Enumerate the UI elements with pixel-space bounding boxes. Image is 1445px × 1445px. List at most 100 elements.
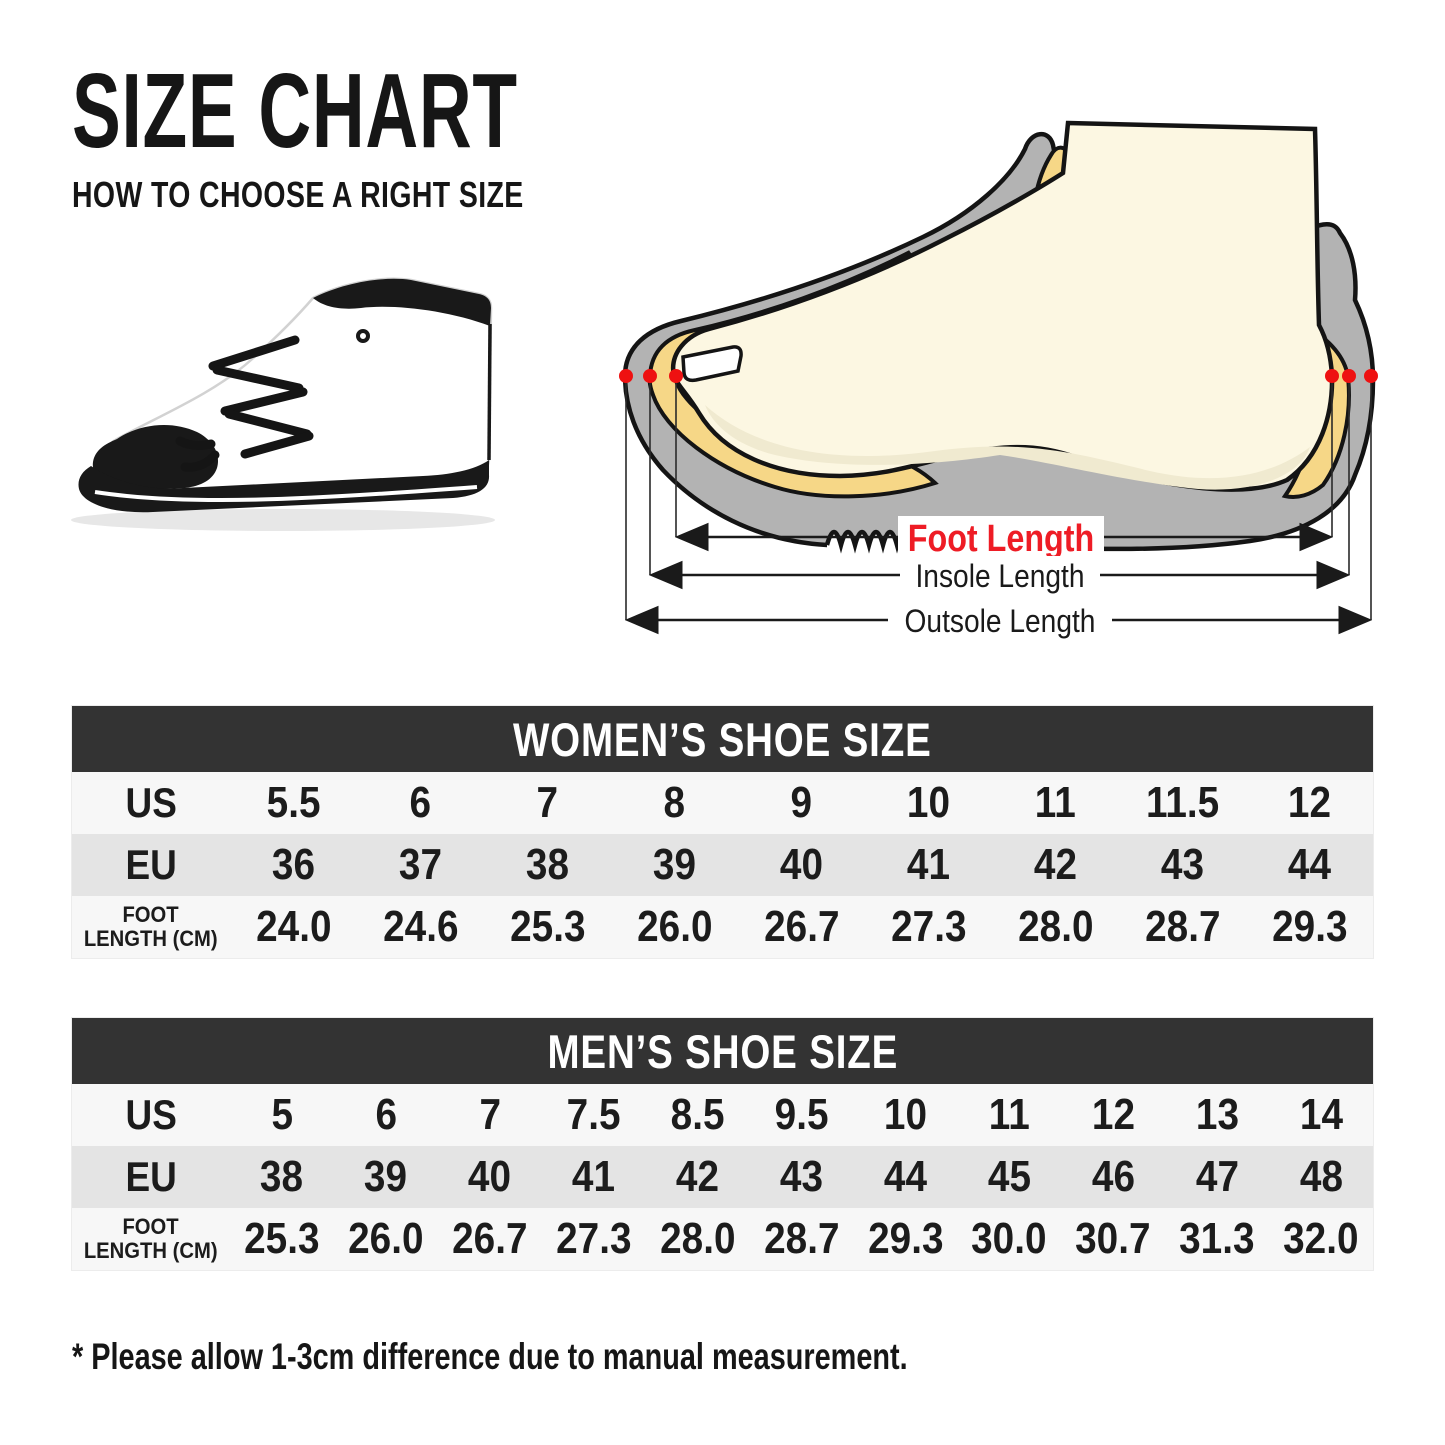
- shoe-laces: [175, 335, 314, 472]
- women-us-value: 10: [906, 778, 951, 827]
- women-row-foot-length-cm: FOOT LENGTH (CM) 24.0 24.6 25.3 26.0 26.7 27.3 2…: [72, 896, 1373, 958]
- women-eu-value: 36: [271, 840, 316, 889]
- women-us-value: 5.5: [266, 778, 321, 827]
- men-foot-length-cm-value: 28.7: [763, 1214, 840, 1263]
- marker-dots: [619, 369, 1378, 383]
- men-row-eu: EU 38 39 40 41 42 43 44 45 46 47 48: [72, 1146, 1373, 1208]
- men-foot-length-cm-value: 27.3: [555, 1214, 632, 1263]
- womens-table-title: WOMEN’S SHOE SIZE: [513, 712, 932, 766]
- women-eu-value: 39: [652, 840, 697, 889]
- women-eu-value: 44: [1287, 840, 1332, 889]
- men-foot-length-cm-value: 26.7: [452, 1214, 528, 1263]
- women-row-us: US 5.5 6 7 8 9 10 11 11.5 12: [72, 772, 1373, 834]
- guide-lines: [625, 381, 1372, 620]
- women-eu-value: 41: [906, 840, 951, 889]
- men-eu-value: 39: [364, 1152, 408, 1201]
- women-foot-length-cm-value: 26.0: [636, 902, 713, 951]
- men-us-value: 7.5: [566, 1090, 621, 1139]
- page-title: SIZE CHART: [72, 52, 518, 170]
- men-row-label-eu: EU: [125, 1153, 177, 1200]
- men-us-value: 12: [1091, 1090, 1135, 1139]
- women-foot-length-cm-value: 26.7: [763, 902, 840, 951]
- women-us-value: 11.5: [1145, 778, 1220, 827]
- women-us-value: 9: [790, 778, 813, 827]
- women-foot-length-cm-value: 24.6: [382, 902, 459, 951]
- men-foot-length-cm-value: 26.0: [348, 1214, 424, 1263]
- men-foot-length-cm-value: 32.0: [1283, 1214, 1359, 1263]
- men-eu-value: 40: [468, 1152, 512, 1201]
- shoe-collar: [313, 278, 491, 326]
- toenail: [681, 345, 743, 383]
- men-eu-value: 47: [1195, 1152, 1239, 1201]
- men-foot-length-cm-value: 30.7: [1075, 1214, 1151, 1263]
- title-block: SIZE CHART HOW TO CHOOSE A RIGHT SIZE: [72, 58, 718, 216]
- women-eu-value: 42: [1033, 840, 1078, 889]
- insole-length-label-bg: [900, 556, 1100, 594]
- foot-length-label: Foot Length: [908, 518, 1094, 560]
- women-row-label-us: US: [125, 779, 177, 826]
- mens-size-table: MEN’S SHOE SIZE US 5 6 7 7.5 8.5 9.5 10 11 12 13 14…: [72, 1018, 1373, 1270]
- shoe-heel-piping: [487, 323, 492, 461]
- women-us-value: 11: [1035, 778, 1076, 827]
- women-row-label-eu: EU: [125, 841, 177, 888]
- men-foot-length-cm-value: 31.3: [1179, 1214, 1255, 1263]
- women-eu-value: 38: [525, 840, 570, 889]
- women-us-value: 12: [1287, 778, 1332, 827]
- men-foot-length-cm-value: 30.0: [971, 1214, 1047, 1263]
- women-foot-length-cm-value: 29.3: [1271, 902, 1348, 951]
- men-foot-length-cm-value: 28.0: [659, 1214, 736, 1263]
- women-foot-length-cm-value: 25.3: [509, 902, 586, 951]
- measurement-footnote: * Please allow 1-3cm difference due to m…: [72, 1336, 908, 1377]
- men-foot-length-cm-value: 25.3: [244, 1214, 320, 1263]
- mens-table-header: MEN’S SHOE SIZE: [72, 1018, 1373, 1084]
- women-eu-value: 37: [398, 840, 443, 889]
- shoe-shadow: [71, 509, 495, 531]
- men-us-value: 6: [375, 1090, 397, 1139]
- women-foot-length-cm-value: 24.0: [255, 902, 332, 951]
- women-foot-length-cm-value: 28.7: [1144, 902, 1221, 951]
- men-row-foot-length-cm: FOOT LENGTH (CM) 25.3 26.0 26.7 27.3 28.0 28.7 2…: [72, 1208, 1373, 1270]
- shoe-sole-stripe: [94, 485, 478, 503]
- womens-table-header: WOMEN’S SHOE SIZE: [72, 706, 1373, 772]
- women-eu-value: 40: [779, 840, 824, 889]
- men-us-value: 9.5: [774, 1090, 829, 1139]
- sneaker-image: [71, 277, 495, 531]
- men-us-value: 13: [1195, 1090, 1239, 1139]
- shoe-eyelet: [356, 329, 370, 343]
- women-eu-value: 43: [1160, 840, 1205, 889]
- womens-size-table: WOMEN’S SHOE SIZE US 5.5 6 7 8 9 10 11 11.5 12 EU 3…: [72, 706, 1373, 958]
- page-subtitle: HOW TO CHOOSE A RIGHT SIZE: [72, 174, 524, 215]
- women-row-eu: EU 36 37 38 39 40 41 42 43 44: [72, 834, 1373, 896]
- foot-shading: [705, 405, 1310, 490]
- women-foot-length-cm-value: 28.0: [1017, 902, 1094, 951]
- outsole-length-label-bg: [888, 601, 1112, 639]
- men-eu-value: 45: [987, 1152, 1031, 1201]
- men-row-label-us: US: [125, 1091, 177, 1138]
- women-us-value: 6: [409, 778, 432, 827]
- men-row-label-foot-length-cm: FOOT LENGTH (CM): [84, 1214, 218, 1263]
- men-eu-value: 38: [260, 1152, 304, 1201]
- men-eu-value: 43: [779, 1152, 824, 1201]
- men-eu-value: 46: [1091, 1152, 1135, 1201]
- men-eu-value: 48: [1299, 1152, 1343, 1201]
- men-us-value: 8.5: [670, 1090, 725, 1139]
- women-us-value: 7: [536, 778, 559, 827]
- men-eu-value: 41: [572, 1152, 616, 1201]
- mens-table-title: MEN’S SHOE SIZE: [547, 1024, 898, 1078]
- foot-length-label-bg: [898, 516, 1104, 558]
- men-us-value: 11: [988, 1090, 1030, 1139]
- men-eu-value: 42: [676, 1152, 720, 1201]
- men-row-us: US 5 6 7 7.5 8.5 9.5 10 11 12 13 14: [72, 1084, 1373, 1146]
- outsole-length-label: Outsole Length: [905, 604, 1096, 639]
- women-us-value: 8: [663, 778, 686, 827]
- men-us-value: 7: [478, 1090, 501, 1139]
- insole-length-label: Insole Length: [915, 559, 1084, 594]
- men-us-value: 14: [1299, 1090, 1343, 1139]
- men-eu-value: 44: [883, 1152, 927, 1201]
- men-us-value: 5: [271, 1090, 293, 1139]
- men-us-value: 10: [883, 1090, 927, 1139]
- foot-measurement-diagram: Foot Length Insole Length Outsole Length: [619, 120, 1378, 639]
- men-foot-length-cm-value: 29.3: [867, 1214, 944, 1263]
- women-foot-length-cm-value: 27.3: [890, 902, 967, 951]
